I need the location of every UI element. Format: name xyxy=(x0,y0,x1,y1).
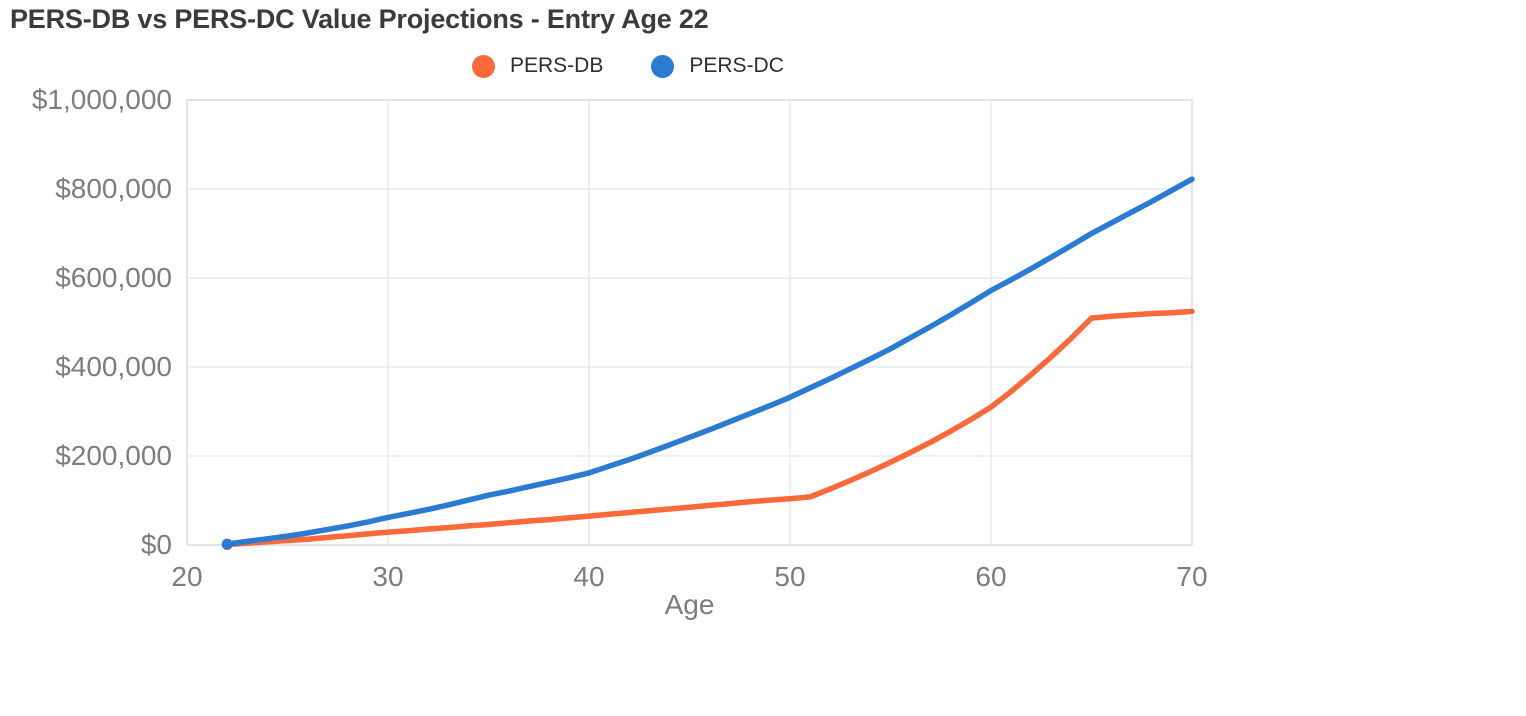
x-tick-label: 70 xyxy=(1176,561,1207,592)
legend-label-pers-dc: PERS-DC xyxy=(689,54,784,77)
y-tick-label: $800,000 xyxy=(55,173,172,204)
x-tick-label: 50 xyxy=(774,561,805,592)
series-line-pers-db[interactable] xyxy=(224,308,1195,548)
legend: PERS-DB PERS-DC xyxy=(472,54,784,78)
y-tick-label: $1,000,000 xyxy=(32,84,172,115)
legend-item-pers-db[interactable]: PERS-DB xyxy=(472,54,603,78)
x-tick-label: 30 xyxy=(372,561,403,592)
x-axis-title: Age xyxy=(665,589,715,620)
y-tick-label: $0 xyxy=(141,529,172,560)
series-start-marker-pers-dc xyxy=(221,538,233,550)
legend-marker-pers-db xyxy=(472,54,495,78)
y-tick-label: $200,000 xyxy=(55,440,172,471)
plot-border xyxy=(186,99,1193,546)
x-tick-label: 60 xyxy=(975,561,1006,592)
x-tick-label: 20 xyxy=(171,561,202,592)
legend-item-pers-dc[interactable]: PERS-DC xyxy=(651,54,784,78)
legend-marker-pers-dc xyxy=(651,54,675,78)
y-tick-label: $600,000 xyxy=(55,262,172,293)
y-tick-label: $400,000 xyxy=(55,351,172,382)
chart-title: PERS-DB vs PERS-DC Value Projections - E… xyxy=(10,4,709,34)
legend-label-pers-db: PERS-DB xyxy=(510,54,604,77)
series-line-pers-dc[interactable] xyxy=(224,176,1195,547)
x-tick-label: 40 xyxy=(573,561,604,592)
